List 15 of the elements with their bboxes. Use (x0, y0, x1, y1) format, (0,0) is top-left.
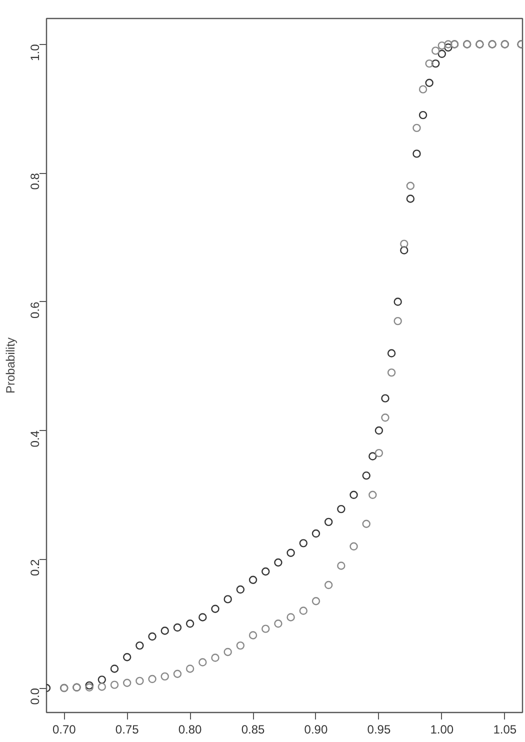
x-tick-label: 0.85 (241, 722, 266, 736)
y-tick-label: 0.8 (28, 172, 42, 190)
x-tick-label: 0.80 (178, 722, 202, 736)
x-tick-label: 1.05 (493, 722, 517, 736)
x-tick-label: 0.90 (304, 722, 328, 736)
x-tick-label: 1.00 (430, 722, 454, 736)
y-tick-label: 0.0 (28, 688, 42, 705)
y-tick-label: 0.4 (28, 430, 42, 448)
y-axis-title: Probability (4, 337, 18, 394)
x-tick-label: 0.95 (367, 722, 391, 736)
y-tick-label: 0.6 (28, 301, 42, 318)
y-tick-label: 1.0 (28, 44, 42, 61)
x-tick-label: 0.70 (52, 722, 76, 736)
x-tick-label: 0.75 (115, 722, 140, 736)
y-tick-label: 0.2 (28, 558, 42, 576)
